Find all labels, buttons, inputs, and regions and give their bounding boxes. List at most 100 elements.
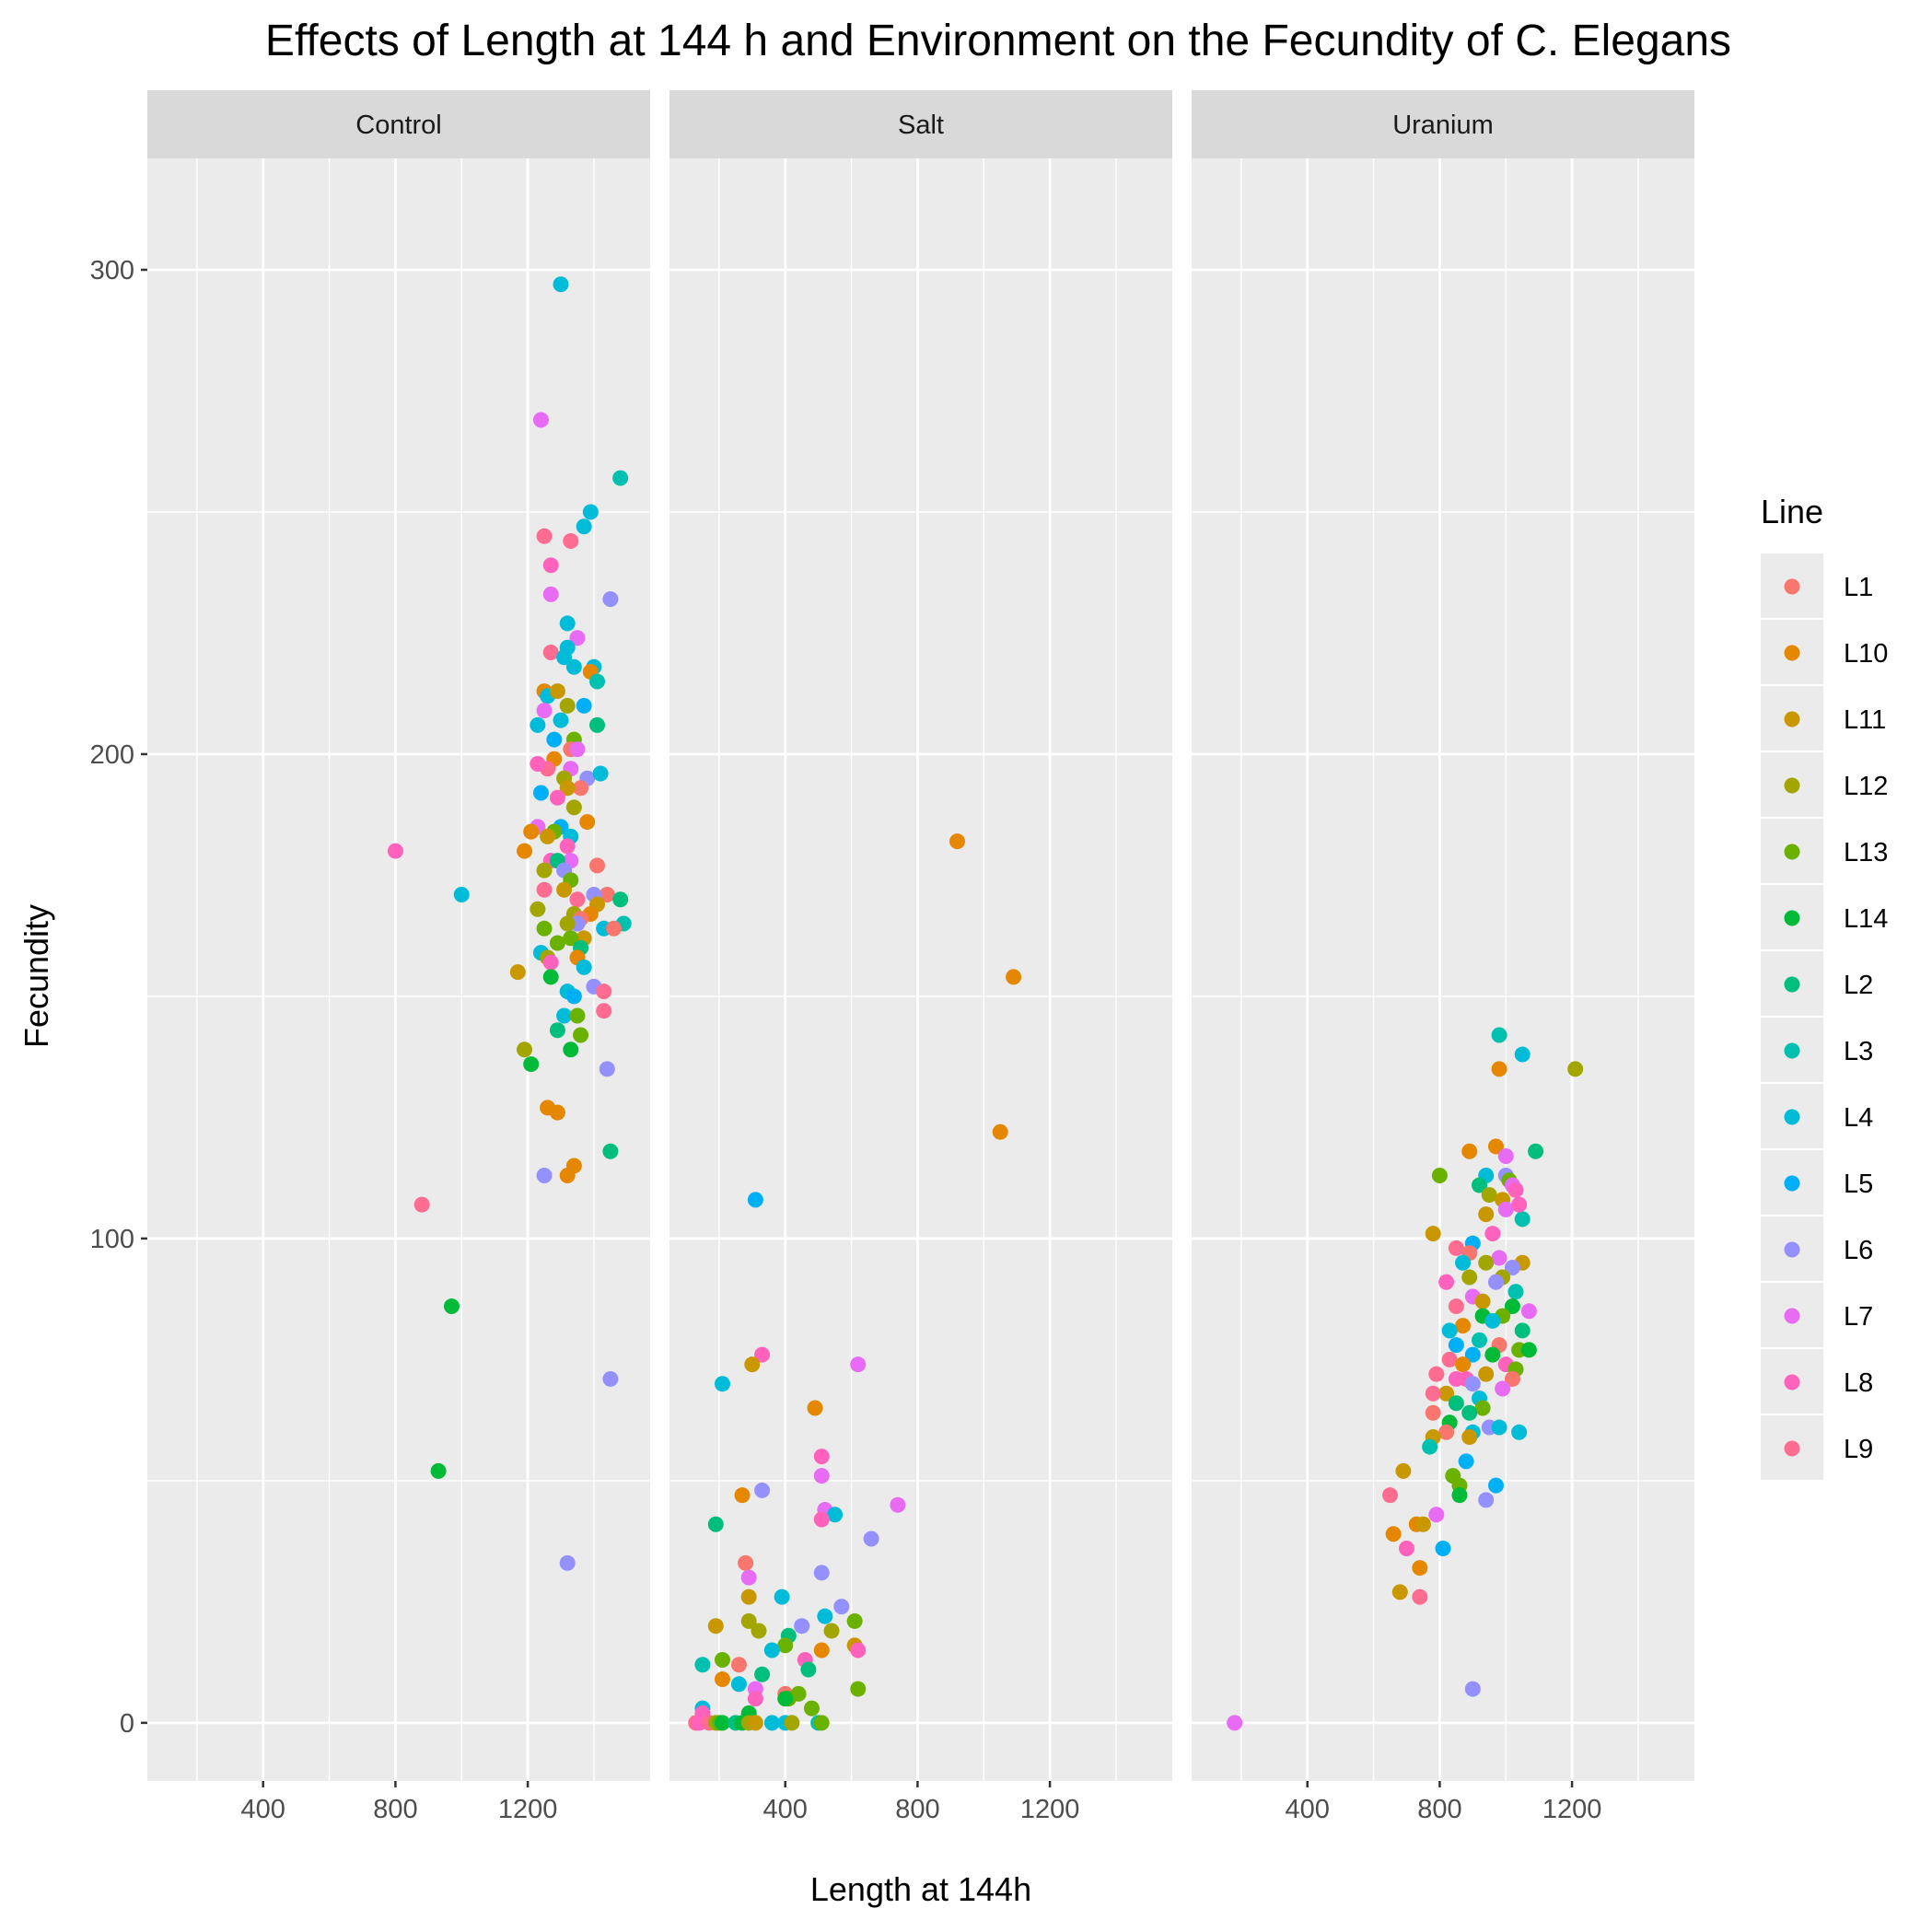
- data-point: [556, 881, 573, 898]
- data-point: [747, 1192, 763, 1208]
- data-point: [1398, 1541, 1414, 1557]
- data-point: [1497, 1147, 1514, 1164]
- data-point: [536, 1168, 553, 1184]
- chart-title: Effects of Length at 144 h and Environme…: [265, 17, 1731, 65]
- data-point: [754, 1666, 771, 1682]
- legend-entry: L10: [1761, 620, 1888, 684]
- data-point: [1438, 1385, 1455, 1402]
- data-point: [763, 1642, 780, 1658]
- legend-entry: L13: [1761, 819, 1888, 883]
- data-point: [747, 1691, 763, 1707]
- data-point: [549, 1104, 565, 1121]
- data-point: [549, 1022, 565, 1039]
- data-point: [602, 1370, 619, 1387]
- data-point: [523, 823, 540, 840]
- legend-key: [1784, 976, 1800, 993]
- data-point: [536, 703, 553, 719]
- data-point: [559, 1554, 576, 1571]
- data-point: [1520, 1342, 1537, 1358]
- data-point: [1438, 1274, 1455, 1290]
- data-point: [1487, 1477, 1504, 1494]
- data-point: [1435, 1541, 1451, 1557]
- data-point: [579, 814, 596, 831]
- data-point: [992, 1123, 1008, 1140]
- data-point: [453, 886, 470, 902]
- legend-label: L7: [1844, 1302, 1873, 1332]
- data-point: [542, 969, 559, 985]
- data-point: [763, 1715, 780, 1731]
- data-point: [1461, 1429, 1478, 1446]
- data-point: [1455, 1318, 1472, 1334]
- data-point: [1425, 1385, 1441, 1402]
- data-point: [1491, 1419, 1507, 1436]
- data-point: [890, 1496, 906, 1513]
- data-point: [813, 1715, 830, 1731]
- data-point: [813, 1565, 830, 1581]
- data-point: [1474, 1400, 1491, 1416]
- data-point: [536, 920, 553, 937]
- facet-salt: Salt 400 800 1200: [669, 90, 1172, 1824]
- data-point: [1428, 1507, 1445, 1523]
- data-point: [1478, 1254, 1495, 1271]
- data-point: [1448, 1298, 1464, 1315]
- data-point: [1478, 1492, 1495, 1508]
- y-axis-title: Fecundity: [17, 904, 55, 1048]
- data-point: [553, 712, 569, 728]
- data-point: [1567, 1061, 1584, 1077]
- data-point: [612, 891, 629, 908]
- y-tick-label: 200: [90, 740, 134, 770]
- data-point: [556, 649, 573, 666]
- data-point: [1395, 1462, 1412, 1479]
- data-point: [800, 1661, 817, 1678]
- data-point: [1458, 1453, 1474, 1470]
- data-point: [563, 930, 579, 947]
- legend-key: [1784, 1308, 1800, 1324]
- facet-uranium: Uranium 400 800 1200: [1192, 90, 1694, 1824]
- data-point: [790, 1685, 807, 1702]
- data-point: [612, 470, 629, 486]
- data-point: [536, 528, 553, 544]
- data-point: [1428, 1366, 1445, 1382]
- x-tick-label: 800: [1417, 1795, 1461, 1824]
- data-point: [576, 518, 592, 535]
- data-point: [1461, 1269, 1478, 1286]
- legend-label: L14: [1844, 904, 1888, 934]
- data-point: [734, 1487, 751, 1504]
- data-point: [599, 1061, 615, 1077]
- x-tick-label: 1200: [498, 1795, 558, 1824]
- data-point: [1491, 1061, 1507, 1077]
- data-point: [1514, 1046, 1530, 1063]
- data-point: [565, 988, 582, 1005]
- data-point: [1491, 1027, 1507, 1043]
- data-point: [1438, 1424, 1455, 1440]
- data-point: [1448, 1337, 1464, 1354]
- legend-key: [1784, 910, 1800, 926]
- data-point: [1491, 1250, 1507, 1266]
- data-point: [813, 1468, 830, 1484]
- data-point: [1461, 1143, 1478, 1159]
- data-point: [1382, 1487, 1399, 1504]
- data-point: [542, 586, 559, 602]
- data-point: [694, 1657, 711, 1673]
- facet-strip: [669, 90, 1172, 158]
- legend-key: [1784, 1109, 1800, 1125]
- data-point: [807, 1400, 823, 1416]
- data-point: [740, 1589, 757, 1605]
- data-point: [1441, 1322, 1458, 1339]
- data-point: [813, 1642, 830, 1658]
- legend-label: L12: [1844, 772, 1888, 801]
- data-point: [532, 412, 549, 428]
- data-point: [1391, 1584, 1408, 1600]
- legend-entry: L3: [1761, 1018, 1873, 1082]
- data-point: [559, 615, 576, 632]
- legend-key: [1784, 1042, 1800, 1059]
- data-point: [559, 780, 576, 797]
- data-point: [777, 1691, 794, 1707]
- data-point: [730, 1657, 747, 1673]
- data-point: [714, 1376, 730, 1392]
- data-point: [1412, 1589, 1428, 1605]
- legend-label: L3: [1844, 1037, 1873, 1066]
- legend-entry: L2: [1761, 951, 1873, 1016]
- data-point: [1504, 1298, 1520, 1315]
- data-point: [559, 697, 576, 714]
